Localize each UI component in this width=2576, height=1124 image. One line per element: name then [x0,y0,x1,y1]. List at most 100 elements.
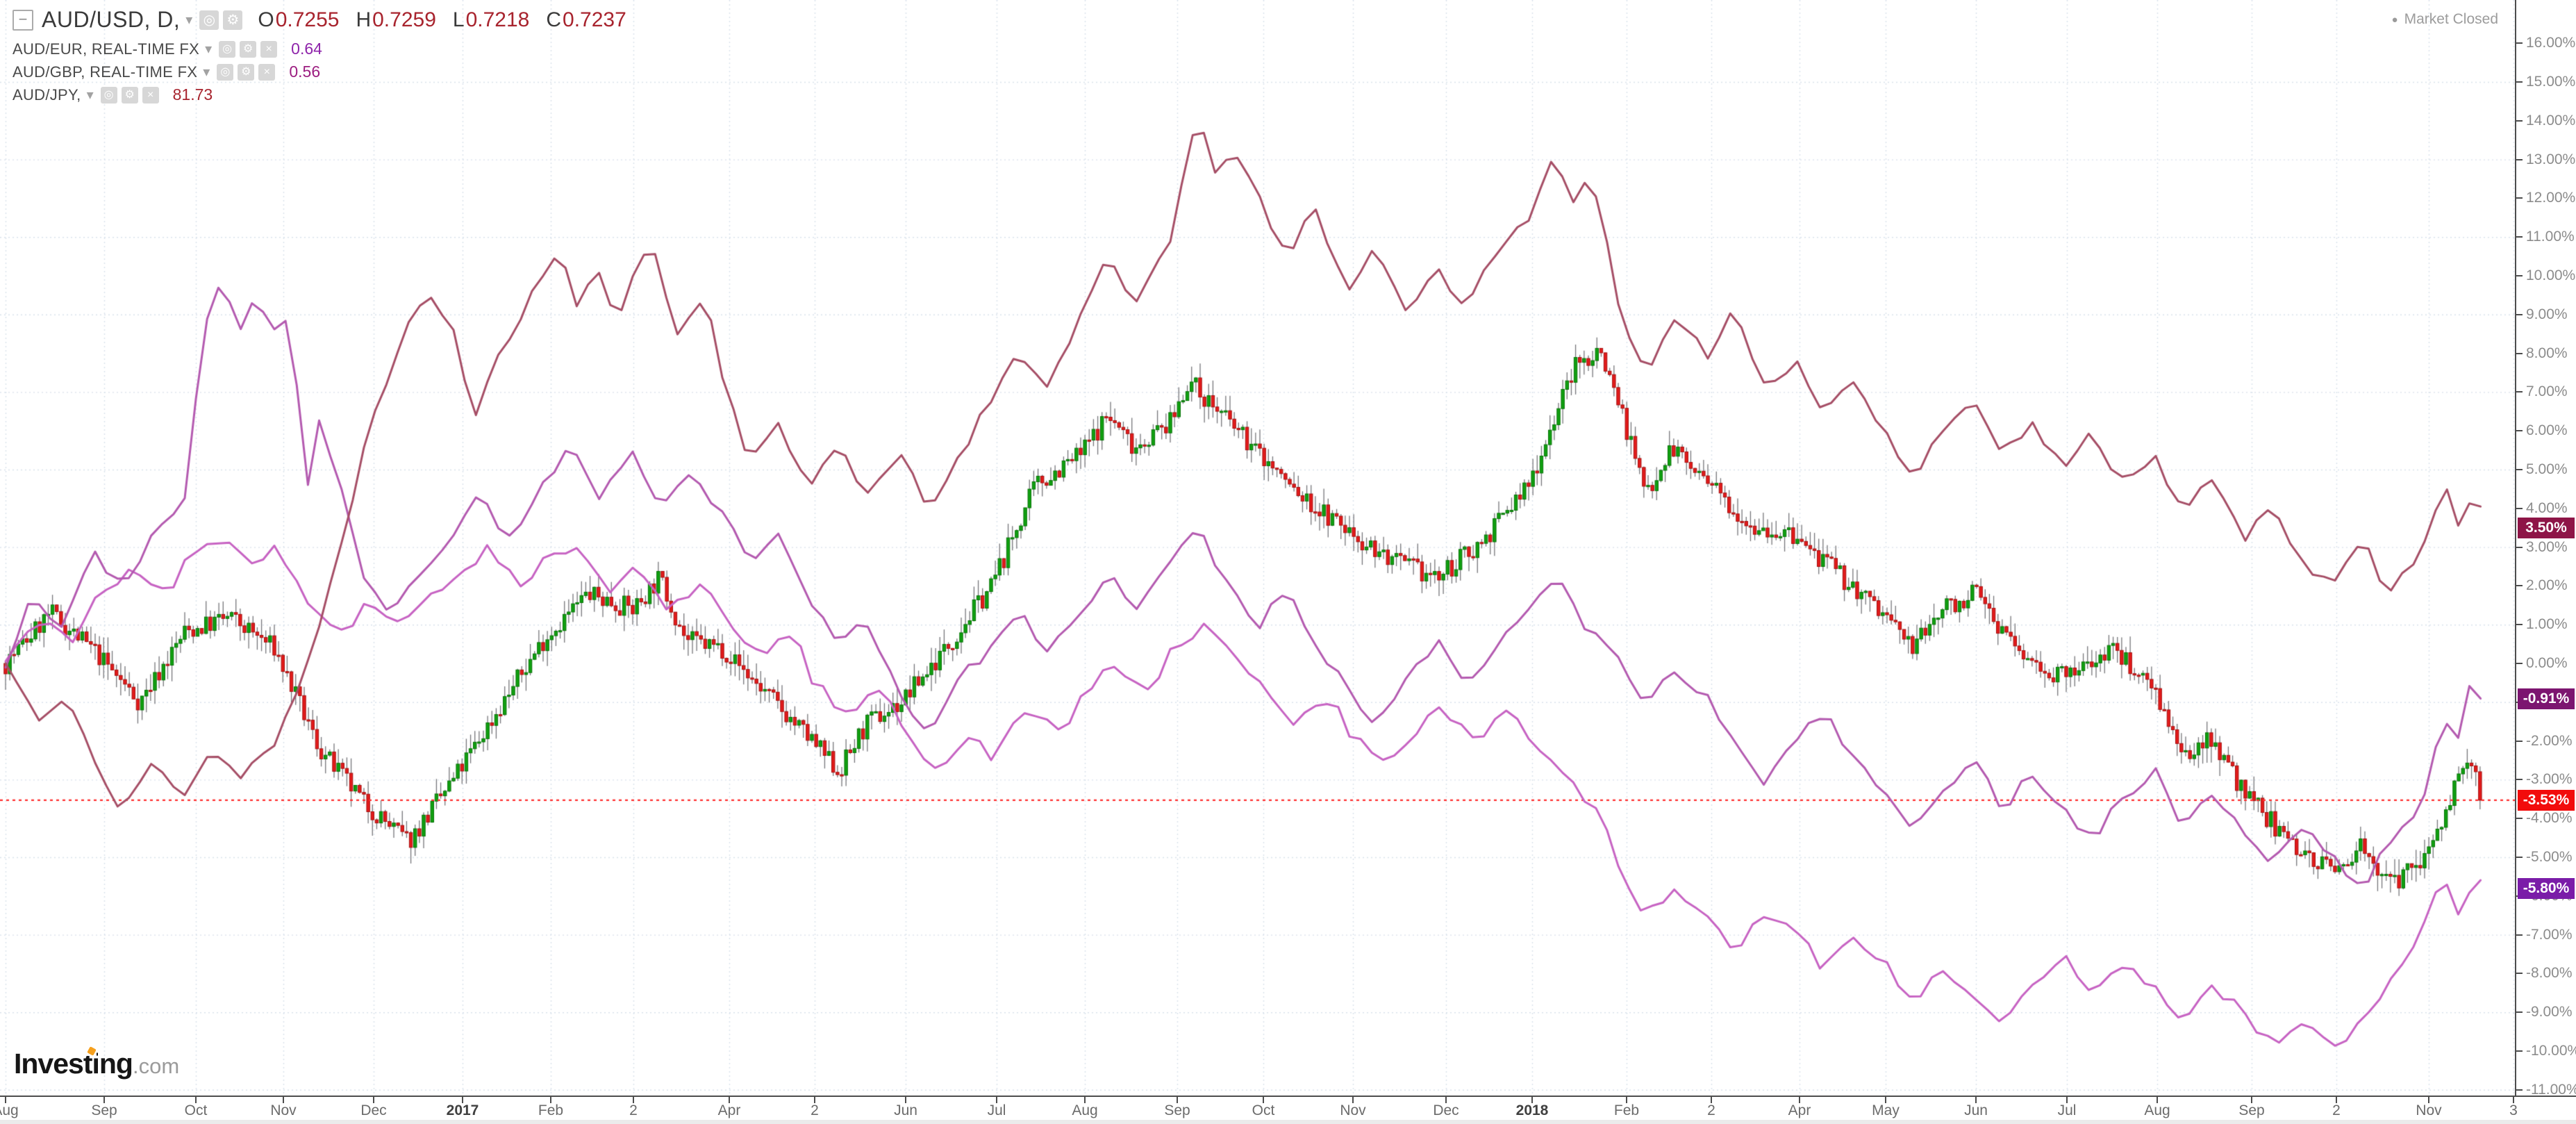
x-axis-label: Feb [1613,1102,1640,1118]
time-axis[interactable]: Aug Sep Oct Nov Dec 2017 Feb 2 Apr 2 Jun Jul Aug Sep O… [0,1096,2576,1121]
y-axis-label: 16.00% [2526,35,2576,51]
price-tag: -3.53% [2518,789,2575,811]
y-axis-label: 14.00% [2526,112,2576,129]
y-axis-label: 9.00% [2526,306,2568,322]
price-tag: -0.91% [2518,688,2575,709]
settings-icon[interactable]: ⚙ [238,63,255,81]
chevron-down-icon[interactable]: ▾ [185,13,193,28]
y-axis-tick [2516,546,2523,548]
close-icon[interactable]: × [142,86,159,104]
high-value: 0.7259 [372,8,436,31]
y-axis-tick [2516,42,2523,44]
y-axis-tick [2516,624,2523,626]
y-axis-label: 2.00% [2526,577,2568,594]
x-axis-label: Nov [1340,1102,1366,1118]
x-axis-tick [1626,1097,1627,1103]
y-axis-tick [2516,818,2523,820]
y-axis-tick [2516,663,2523,664]
x-axis-label: Oct [184,1102,208,1118]
close-icon[interactable]: × [258,63,276,81]
y-axis-tick [2516,81,2523,83]
x-axis-tick [1799,1097,1800,1103]
x-axis-tick [283,1097,284,1103]
x-axis-tick [462,1097,463,1103]
y-axis-label: 7.00% [2526,383,2568,400]
x-axis-tick [996,1097,997,1103]
y-axis-tick [2516,507,2523,509]
legend-row-audeur: AUD/EUR, REAL-TIME FX ▾ ◎ ⚙ × 0.64 [13,40,643,58]
y-axis-label: -10.00% [2526,1043,2576,1059]
status-dot-icon: ● [2391,13,2398,26]
x-axis-label: Jun [894,1102,917,1118]
chevron-down-icon[interactable]: ▾ [86,88,94,103]
chevron-down-icon[interactable]: ▾ [203,65,210,80]
close-value: 0.7237 [563,8,626,31]
chevron-down-icon[interactable]: ▾ [205,42,213,57]
y-axis-label: -11.00% [2526,1081,2576,1098]
y-axis-tick [2516,469,2523,470]
price-axis[interactable]: 16.00% 15.00% 14.00% 13.00% 12.00% 11.00% 10.0… [2515,0,2576,1098]
price-tag: -5.80% [2518,877,2575,899]
symbol-title[interactable]: AUD/USD, D, [42,7,181,32]
x-axis-tick [1975,1097,1977,1103]
y-axis-label: 3.00% [2526,538,2568,555]
x-axis-label: Apr [717,1102,741,1118]
x-axis-label: Jun [1964,1102,1988,1118]
ohlc-values: O 0.7255 H 0.7259 L 0.7218 C 0.7237 [258,8,642,32]
y-axis-tick [2516,430,2523,432]
x-axis-label: Sep [2238,1102,2265,1118]
x-axis-tick [1531,1097,1533,1103]
y-axis-label: 12.00% [2526,190,2576,206]
y-axis-tick [2516,1011,2523,1014]
y-axis-tick [2516,585,2523,587]
investing-logo: Investing.com [14,1046,179,1082]
visibility-icon[interactable]: ◎ [217,63,234,81]
y-axis-label: -2.00% [2526,732,2573,749]
high-label: H [356,8,372,31]
legend-row-audjpy: AUD/JPY, ▾ ◎ ⚙ × 81.73 [13,85,643,104]
x-axis-tick [814,1097,815,1103]
x-axis-label: Feb [538,1102,564,1118]
x-axis-tick [1263,1097,1264,1103]
legend-row-audusd: − AUD/USD, D, ▾ ◎ ⚙ O 0.7255 H 0.7259 L 0.7… [13,7,643,33]
x-axis-label: 2017 [446,1102,479,1118]
overlay-title-audgbp[interactable]: AUD/GBP, REAL-TIME FX [13,63,198,81]
settings-icon[interactable]: ⚙ [240,40,257,58]
visibility-icon[interactable]: ◎ [199,10,219,30]
overlay-value-audgbp: 0.56 [289,63,321,81]
x-axis-label: 2 [811,1102,819,1118]
x-axis-tick [1084,1097,1086,1103]
x-axis-tick [2157,1097,2158,1103]
open-value: 0.7255 [275,8,340,31]
collapse-legend-icon[interactable]: − [13,9,33,31]
x-axis-label: May [1872,1102,1900,1118]
y-axis-tick [2516,1089,2523,1091]
visibility-icon[interactable]: ◎ [100,86,117,104]
overlay-value-audeur: 0.64 [291,40,322,58]
low-label: L [452,8,465,31]
price-tag: 3.50% [2518,517,2575,538]
close-icon[interactable]: × [260,40,278,58]
x-axis-tick [103,1097,105,1103]
x-axis-tick [2336,1097,2337,1103]
overlay-title-audeur[interactable]: AUD/EUR, REAL-TIME FX [13,40,200,58]
x-axis-tick [2513,1097,2514,1103]
y-axis-tick [2516,313,2523,315]
settings-icon[interactable]: ⚙ [121,86,138,104]
x-axis-tick [5,1097,6,1103]
price-chart-canvas[interactable] [0,0,2516,1096]
x-axis-label: Oct [1252,1102,1275,1118]
overlay-title-audjpy[interactable]: AUD/JPY, [13,85,81,104]
visibility-icon[interactable]: ◎ [219,40,236,58]
x-axis-tick [729,1097,730,1103]
y-axis-tick [2516,275,2523,276]
x-axis-tick [905,1097,906,1103]
y-axis-tick [2516,740,2523,742]
y-axis-label: -7.00% [2526,926,2573,943]
x-axis-label: Aug [2144,1102,2170,1118]
y-axis-tick [2516,352,2523,354]
y-axis-tick [2516,158,2523,160]
settings-icon[interactable]: ⚙ [223,10,243,30]
x-axis-tick [1885,1097,1886,1103]
x-axis-label: 2 [1707,1102,1715,1118]
